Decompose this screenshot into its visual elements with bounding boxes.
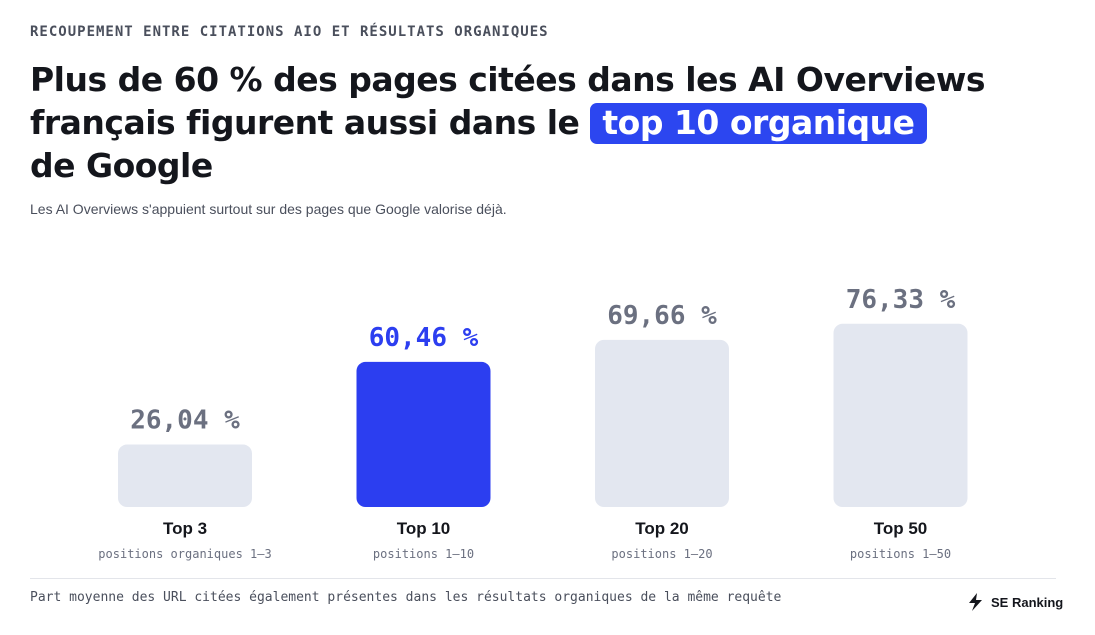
title-highlight: top 10 organique xyxy=(590,103,927,144)
value-label-3: 69,66 % xyxy=(607,301,717,331)
title-text-end: de Google xyxy=(30,146,213,185)
category-label-1: Top 3 xyxy=(163,519,207,538)
brand: SE Ranking xyxy=(966,592,1063,612)
category-sublabel-2: positions 1–10 xyxy=(373,547,474,561)
value-label-1: 26,04 % xyxy=(130,406,240,436)
bar-4 xyxy=(833,323,968,507)
category-sublabel-3: positions 1–20 xyxy=(611,547,712,561)
footnote: Part moyenne des URL citées également pr… xyxy=(30,590,782,605)
value-label-2: 60,46 % xyxy=(369,323,479,353)
bar-2 xyxy=(356,361,491,507)
title-text: Plus de 60 % des pages citées dans les A… xyxy=(30,60,985,142)
category-sublabel-1: positions organiques 1–3 xyxy=(98,547,271,561)
subtitle: Les AI Overviews s'appuient surtout sur … xyxy=(30,201,507,217)
category-label-2: Top 10 xyxy=(397,519,451,538)
bar-3 xyxy=(595,339,729,507)
eyebrow-label: RECOUPEMENT ENTRE CITATIONS AIO ET RÉSUL… xyxy=(30,24,549,40)
page-title: Plus de 60 % des pages citées dans les A… xyxy=(30,58,1050,187)
brand-name: SE Ranking xyxy=(991,594,1064,610)
bar-1 xyxy=(118,444,252,507)
divider xyxy=(30,578,1056,579)
value-label-4: 76,33 % xyxy=(846,285,956,315)
se-ranking-logo-icon xyxy=(969,593,982,611)
bar-chart: 26,04 % Top 3 positions organiques 1–3 60,4… xyxy=(98,285,968,561)
category-sublabel-4: positions 1–50 xyxy=(850,547,951,561)
category-label-4: Top 50 xyxy=(874,519,928,538)
category-label-3: Top 20 xyxy=(635,519,689,538)
